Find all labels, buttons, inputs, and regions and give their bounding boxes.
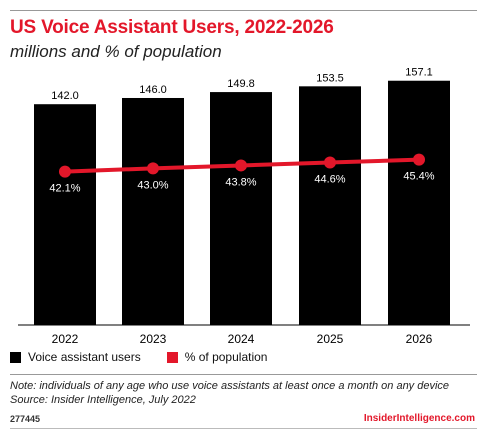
chart-title: US Voice Assistant Users, 2022-2026 xyxy=(10,17,334,38)
bar-value-label-2022: 142.0 xyxy=(51,90,79,102)
x-tick-label-2025: 2025 xyxy=(317,332,344,346)
legend-swatch-bars xyxy=(10,351,21,363)
bar-value-label-2026: 157.1 xyxy=(405,67,433,79)
brand-logo-text[interactable]: InsiderIntelligence.com xyxy=(363,413,475,424)
bar-2024 xyxy=(210,92,272,325)
x-tick-label-2022: 2022 xyxy=(52,332,79,346)
legend-label-bars: Voice assistant users xyxy=(28,350,141,364)
bar-value-label-2023: 146.0 xyxy=(139,84,167,96)
legend-label-line: % of population xyxy=(184,350,268,364)
line-point-2025 xyxy=(324,156,336,169)
x-tick-label-2024: 2024 xyxy=(228,332,255,346)
line-point-2022 xyxy=(59,165,71,178)
line-point-2023 xyxy=(147,162,159,175)
bar-2025 xyxy=(299,86,361,325)
top-divider xyxy=(10,10,477,11)
note-text: Note: individuals of any age who use voi… xyxy=(10,380,450,392)
chart-legend: Voice assistant users % of population xyxy=(10,350,293,364)
bar-value-label-2025: 153.5 xyxy=(316,72,344,84)
line-value-label-2024: 43.8% xyxy=(225,176,256,188)
line-value-label-2023: 43.0% xyxy=(137,179,168,191)
chart-subtitle: millions and % of population xyxy=(10,42,222,61)
chart-id: 277445 xyxy=(10,414,41,424)
legend-swatch-line xyxy=(166,351,178,363)
bar-2023 xyxy=(122,97,184,325)
bar-2026 xyxy=(388,80,450,325)
bar-2022 xyxy=(34,104,96,326)
legend-item-line: % of population xyxy=(166,350,268,364)
chart-note: Note: individuals of any age who use voi… xyxy=(10,379,449,407)
x-tick-label-2026: 2026 xyxy=(406,332,433,346)
note-divider xyxy=(10,374,477,375)
line-point-2024 xyxy=(235,159,247,172)
x-tick-label-2023: 2023 xyxy=(140,332,167,346)
source-text: Source: Insider Intelligence, July 2022 xyxy=(10,394,196,406)
line-value-label-2026: 45.4% xyxy=(403,171,434,183)
line-value-label-2022: 42.1% xyxy=(49,183,80,195)
line-point-2026 xyxy=(413,153,425,166)
bar-value-label-2024: 149.8 xyxy=(227,78,255,90)
line-value-label-2025: 44.6% xyxy=(314,174,345,186)
bottom-divider xyxy=(10,428,477,429)
legend-item-bars: Voice assistant users xyxy=(10,350,141,364)
